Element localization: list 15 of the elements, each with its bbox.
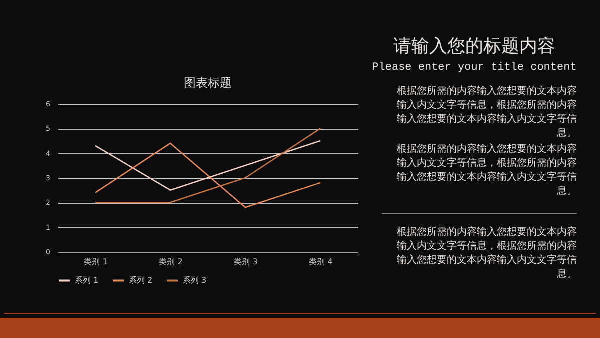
text: 根据您所需的内容输入您想要的文本内容输入内文文字等信息，根据您所需的内容输入您想要的文本内容输入内文文字等信息。 (396, 85, 577, 141)
legend-label: 系列 3 (183, 276, 207, 285)
x-tick-label: 类别 4 (309, 258, 333, 266)
legend-label: 系列 1 (75, 276, 99, 285)
line-series (94, 142, 322, 208)
x-tick-label: 类别 3 (234, 258, 258, 266)
line-series (94, 140, 322, 191)
chart-title: 图表标题 (184, 76, 232, 90)
x-tick-label: 类别 2 (159, 258, 183, 266)
x-tick-label: 类别 1 (84, 258, 108, 266)
text: Please enter your title content (372, 62, 577, 75)
text: 根据您所需的内容输入您想要的文本内容输入内文文字等信息，根据您所需的内容输入您想要的文本内容输入内文文字等信息。 (396, 226, 577, 282)
text: 根据您所需的内容输入您想要的文本内容输入内文文字等信息，根据您所需的内容输入您想要的文本内容输入内文文字等信息。 (396, 143, 577, 199)
legend-label: 系列 2 (129, 276, 153, 285)
text: 请输入您的标题内容 (392, 35, 556, 58)
